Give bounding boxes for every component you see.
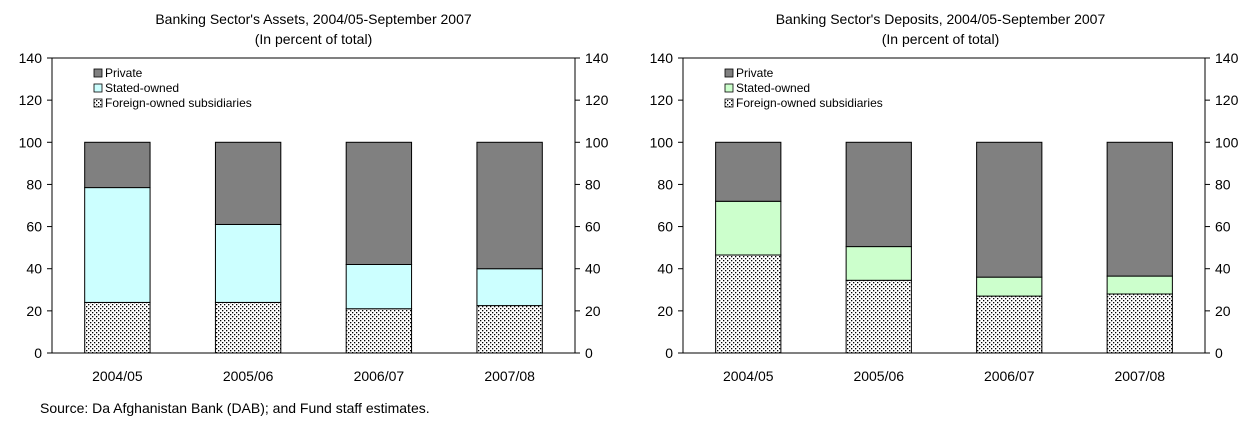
x-tick-label: 2007/08 — [1114, 368, 1165, 384]
y-tick-label-right: 120 — [1215, 92, 1239, 108]
legend-swatch — [724, 83, 734, 93]
y-tick-label-left: 20 — [657, 303, 673, 319]
y-tick-label-left: 60 — [657, 219, 673, 235]
legend-swatch — [93, 98, 103, 108]
y-tick-label-right: 140 — [1215, 50, 1239, 66]
bar-segment-private — [715, 141, 782, 202]
y-tick-label-left: 120 — [650, 92, 674, 108]
chart-subtitle: (In percent of total) — [881, 31, 1000, 47]
legend-swatch — [724, 98, 734, 108]
y-tick-label-left: 140 — [650, 50, 674, 66]
legend-label: Stated-owned — [736, 81, 810, 95]
bar-segment-private — [476, 141, 543, 270]
deposits-stacked-bar-chart: 0 0 20 20 40 40 60 60 80 80 100 100 120 120 140 140 2004… — [650, 50, 1239, 384]
deposits-chart-panel: Banking Sector's Deposits, 2004/05-Septe… — [627, 0, 1254, 390]
bar-segment-stated-owned — [845, 246, 912, 281]
y-tick-label-left: 40 — [657, 261, 673, 277]
y-tick-label-left: 60 — [26, 219, 42, 235]
y-tick-label-right: 20 — [585, 303, 601, 319]
legend-swatch — [93, 83, 103, 93]
source-note: Source: Da Afghanistan Bank (DAB); and F… — [40, 400, 430, 416]
x-tick-label: 2006/07 — [354, 368, 405, 384]
x-tick-label: 2005/06 — [223, 368, 274, 384]
bar-segment-foreign-owned-subsidiaries — [976, 295, 1043, 354]
bar-segment-private — [845, 141, 912, 248]
y-tick-label-right: 60 — [1215, 219, 1231, 235]
x-tick-label: 2005/06 — [853, 368, 904, 384]
chart-title: Banking Sector's Deposits, 2004/05-Septe… — [775, 11, 1106, 27]
legend-label: Private — [105, 66, 143, 80]
x-tick-label: 2007/08 — [484, 368, 535, 384]
bar-segment-stated-owned — [214, 223, 282, 303]
x-tick-label: 2004/05 — [92, 368, 143, 384]
legend-label: Private — [736, 66, 774, 80]
bar-segment-private — [976, 141, 1043, 278]
assets-chart-panel: Banking Sector's Assets, 2004/05-Septemb… — [0, 0, 627, 390]
chart-title: Banking Sector's Assets, 2004/05-Septemb… — [155, 11, 472, 27]
y-tick-label-right: 40 — [585, 261, 601, 277]
y-tick-label-right: 20 — [1215, 303, 1231, 319]
legend-label: Foreign-owned subsidiaries — [736, 96, 883, 110]
y-tick-label-right: 140 — [585, 50, 609, 66]
bar-segment-stated-owned — [476, 268, 543, 307]
y-tick-label-left: 80 — [657, 176, 673, 192]
y-tick-label-right: 60 — [585, 219, 601, 235]
y-tick-label-right: 0 — [1215, 345, 1223, 361]
y-tick-label-left: 120 — [19, 92, 43, 108]
y-tick-label-left: 20 — [26, 303, 42, 319]
y-tick-label-right: 40 — [1215, 261, 1231, 277]
bar-segment-foreign-owned-subsidiaries — [345, 308, 413, 354]
y-tick-label-left: 100 — [19, 134, 43, 150]
y-tick-label-right: 100 — [1215, 134, 1239, 150]
bar-segment-stated-owned — [345, 264, 413, 310]
plot-frame — [51, 57, 576, 354]
y-tick-label-left: 0 — [665, 345, 673, 361]
y-tick-label-right: 80 — [585, 176, 601, 192]
legend-label: Foreign-owned subsidiaries — [105, 96, 252, 110]
y-tick-label-left: 80 — [26, 176, 42, 192]
bar-segment-private — [84, 141, 151, 189]
legend-swatch — [93, 68, 103, 78]
bar-segment-foreign-owned-subsidiaries — [84, 301, 151, 354]
bar-segment-foreign-owned-subsidiaries — [845, 279, 912, 354]
x-tick-label: 2004/05 — [723, 368, 774, 384]
y-tick-label-left: 100 — [650, 134, 674, 150]
bar-segment-private — [1106, 141, 1173, 277]
legend-swatch — [724, 68, 734, 78]
bar-segment-foreign-owned-subsidiaries — [1106, 293, 1173, 354]
bar-segment-stated-owned — [1106, 275, 1173, 295]
bar-segment-private — [345, 141, 413, 266]
bar-segment-foreign-owned-subsidiaries — [476, 305, 543, 354]
x-tick-label: 2006/07 — [984, 368, 1035, 384]
bar-segment-foreign-owned-subsidiaries — [214, 301, 282, 354]
y-tick-label-left: 0 — [34, 345, 42, 361]
plot-frame — [682, 57, 1206, 354]
y-tick-label-right: 120 — [585, 92, 609, 108]
bar-segment-stated-owned — [976, 276, 1043, 297]
y-tick-label-left: 40 — [26, 261, 42, 277]
bar-segment-stated-owned — [84, 187, 151, 303]
bar-segment-private — [214, 141, 282, 225]
y-tick-label-right: 100 — [585, 134, 609, 150]
assets-stacked-bar-chart: 0 0 20 20 40 40 60 60 80 80 100 100 120 120 140 140 2004… — [19, 50, 609, 384]
legend-label: Stated-owned — [105, 81, 179, 95]
y-tick-label-right: 0 — [585, 345, 593, 361]
bar-segment-foreign-owned-subsidiaries — [715, 254, 782, 354]
bar-segment-stated-owned — [715, 200, 782, 256]
y-tick-label-left: 140 — [19, 50, 43, 66]
y-tick-label-right: 80 — [1215, 176, 1231, 192]
chart-subtitle: (In percent of total) — [254, 31, 373, 47]
